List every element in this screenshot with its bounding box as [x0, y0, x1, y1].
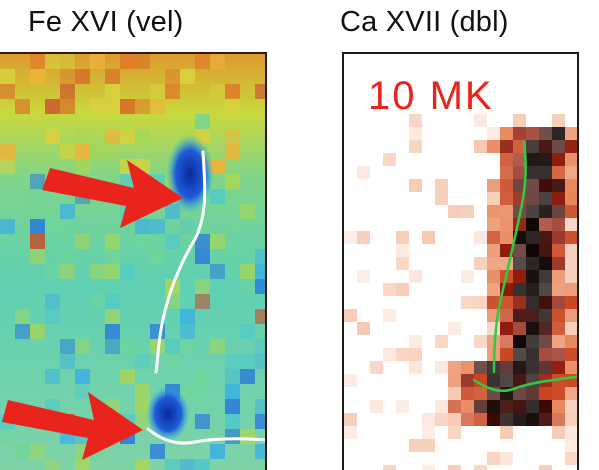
intensity-map-image	[344, 54, 577, 470]
title-fe-xvi: Fe XVI (vel)	[28, 6, 184, 38]
temperature-label: 10 MK	[368, 74, 494, 118]
white-trace	[146, 150, 265, 445]
title-ca-xvii: Ca XVII (dbl)	[340, 6, 509, 38]
velocity-map-image	[0, 54, 265, 470]
green-trace	[472, 140, 577, 392]
fe-xvi-velocity-map	[0, 52, 267, 470]
ca-xvii-intensity-map	[342, 52, 579, 470]
